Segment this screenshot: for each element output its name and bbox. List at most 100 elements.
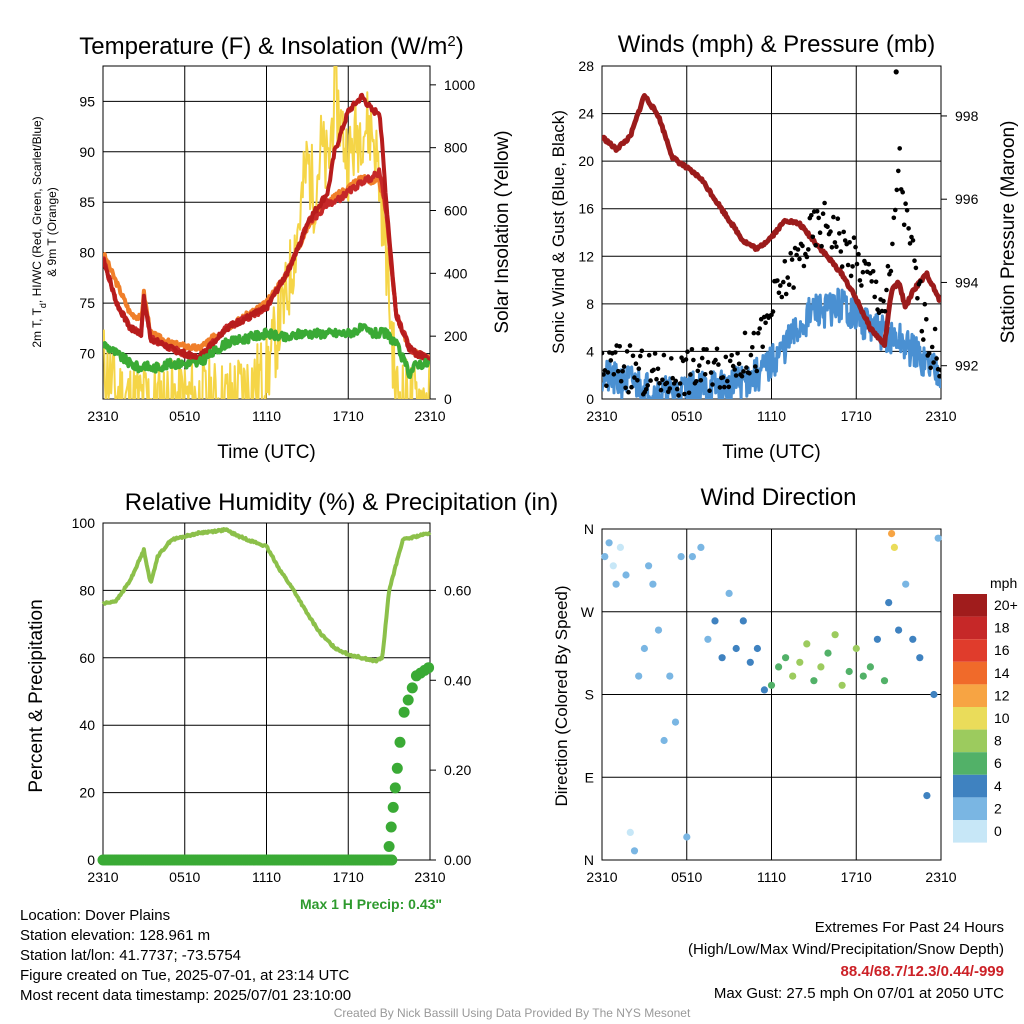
gust-point xyxy=(770,309,776,314)
gust-point xyxy=(839,264,845,269)
wind_direction-x-tick-label: 0510 xyxy=(671,869,702,885)
gust-point xyxy=(635,378,640,383)
gust-point xyxy=(618,378,624,384)
humidity-y-tick-label: 80 xyxy=(79,582,95,598)
gust-point xyxy=(788,250,793,256)
wind-direction-point xyxy=(890,543,899,552)
temperature-y-tick-label: 85 xyxy=(79,194,95,210)
gust-point xyxy=(753,364,758,369)
gust-point xyxy=(791,285,796,290)
gust-point xyxy=(779,294,785,300)
gust-point xyxy=(922,301,928,307)
gust-point xyxy=(932,326,938,332)
gust-point xyxy=(736,361,742,367)
precip-point xyxy=(423,662,435,674)
winds-y2-tick-label: 994 xyxy=(955,274,979,290)
speed-legend-swatch xyxy=(953,707,987,730)
gust-point xyxy=(754,368,760,374)
humidity-y-tick-label: 20 xyxy=(79,785,95,801)
humidity-y2-tick-label: 0.40 xyxy=(444,672,471,688)
precip-point xyxy=(406,682,418,694)
winds-y-tick-label: 16 xyxy=(578,201,594,217)
gust-point xyxy=(873,279,879,285)
gust-point xyxy=(725,378,730,384)
temperature-x-tick-label: 2310 xyxy=(87,408,118,424)
winds-y-tick-label: 24 xyxy=(578,106,594,122)
speed-legend-label: 16 xyxy=(994,642,1010,658)
humidity-y2-tick-label: 0.00 xyxy=(444,852,471,868)
precip-point xyxy=(383,841,395,852)
gust-point xyxy=(698,378,704,383)
gust-point xyxy=(928,365,933,371)
winds-y-tick-label: 4 xyxy=(586,343,594,359)
wind-direction-point xyxy=(645,562,653,570)
gust-point xyxy=(809,213,814,218)
speed-legend-label: 4 xyxy=(994,778,1002,794)
temperature-x-tick-label: 1710 xyxy=(333,408,364,424)
gust-point xyxy=(848,273,854,279)
gust-point xyxy=(608,358,614,363)
gust-point xyxy=(722,384,727,390)
gust-point xyxy=(890,241,895,247)
wind-direction-point xyxy=(782,654,790,662)
speed-legend-label: 18 xyxy=(994,620,1010,636)
winds-series-group xyxy=(602,69,941,399)
precip-point xyxy=(402,694,414,706)
wind-direction-point xyxy=(909,635,917,643)
wind-direction-point xyxy=(845,667,853,676)
gust-point xyxy=(934,356,939,361)
gust-point xyxy=(901,222,907,228)
humidity-y-tick-label: 0 xyxy=(87,852,95,868)
gust-point xyxy=(655,366,661,372)
station-info: Location: Dover Plains Station elevation… xyxy=(20,906,351,1006)
gust-point xyxy=(755,330,761,336)
wind-direction-point xyxy=(796,658,804,666)
wind-direction-point xyxy=(718,654,726,662)
gust-point xyxy=(929,344,935,350)
winds-y2-axis-label: Station Pressure (Maroon) xyxy=(998,121,1019,344)
dewpoint-line xyxy=(103,322,430,379)
gust-point xyxy=(705,359,711,365)
gust-point xyxy=(804,254,810,260)
gust-point xyxy=(632,375,637,380)
gust-point xyxy=(921,337,926,342)
speed-legend-swatch xyxy=(953,594,987,617)
wind-direction-point xyxy=(803,640,811,648)
gust-point xyxy=(913,265,919,271)
gust-point xyxy=(820,211,826,216)
speed-legend-label: 12 xyxy=(994,687,1010,703)
speed-legend-swatch xyxy=(953,820,987,843)
winds-title: Winds (mph) & Pressure (mb) xyxy=(618,31,935,58)
wind-direction-point xyxy=(612,580,620,588)
speed-legend-label: 0 xyxy=(994,823,1002,839)
gust-point xyxy=(783,291,789,297)
gust-point xyxy=(660,377,665,383)
gust-point xyxy=(742,330,748,336)
gust-point xyxy=(872,294,877,300)
gust-point xyxy=(834,244,839,249)
gust-point xyxy=(682,391,687,397)
wind-direction-point xyxy=(711,617,719,625)
winds-x-tick-label: 0510 xyxy=(671,408,702,424)
wind-direction-point xyxy=(739,617,747,625)
gust-point xyxy=(651,367,656,373)
gust-point xyxy=(602,372,606,377)
temperature-y-tick-label: 70 xyxy=(79,346,95,362)
figure-created: Figure created on Tue, 2025-07-01, at 23… xyxy=(20,967,350,984)
gust-point xyxy=(670,375,675,381)
temperature-title: Temperature (F) & Insolation (W/m2) xyxy=(79,33,463,61)
wind-direction-point xyxy=(671,718,680,726)
gust-point xyxy=(669,356,674,361)
gust-point xyxy=(924,317,929,322)
gust-point xyxy=(697,363,702,368)
gust-point xyxy=(906,226,911,231)
temperature-x-axis-label: Time (UTC) xyxy=(217,442,316,463)
gust-point xyxy=(683,357,689,362)
wind-direction-point xyxy=(760,686,769,694)
winds-y-tick-label: 8 xyxy=(586,296,594,312)
wind-direction-point xyxy=(697,543,705,552)
wind_direction-x-tick-label: 1710 xyxy=(841,869,872,885)
gust-point xyxy=(856,251,861,257)
wind-direction-point xyxy=(609,562,617,570)
wind-direction-point xyxy=(725,589,733,598)
